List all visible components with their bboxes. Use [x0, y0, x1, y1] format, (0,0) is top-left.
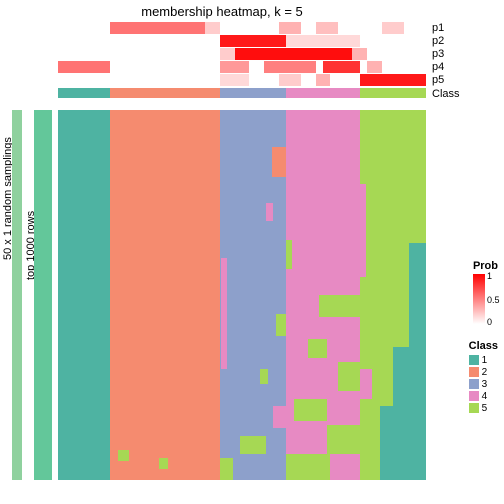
heatmap-column — [58, 110, 110, 480]
prob-legend-title: Prob — [473, 260, 498, 272]
row-label: Class — [432, 88, 460, 100]
left-bar-inner — [34, 110, 52, 480]
class-swatch: 4 — [469, 390, 498, 402]
prob-row-p2: p2 — [58, 35, 426, 47]
prob-row-p3: p3 — [58, 48, 426, 60]
chart-title: membership heatmap, k = 5 — [0, 4, 444, 19]
class-legend-title: Class — [469, 340, 498, 352]
prob-tick: 1 — [487, 272, 492, 281]
row-label: p4 — [432, 61, 444, 73]
prob-gradient: 1 0.5 0 — [473, 274, 485, 324]
row-label: p2 — [432, 35, 444, 47]
heatmap-column — [220, 110, 286, 480]
row-label: p5 — [432, 74, 444, 86]
class-swatch: 2 — [469, 366, 498, 378]
class-swatch: 3 — [469, 378, 498, 390]
prob-legend: Prob 1 0.5 0 — [473, 260, 498, 324]
class-swatch: 5 — [469, 402, 498, 414]
prob-row-p1: p1 — [58, 22, 426, 34]
class-swatch: 1 — [469, 354, 498, 366]
class-row: Class — [58, 88, 426, 98]
heatmap-column — [110, 110, 220, 480]
prob-tick: 0 — [487, 318, 492, 327]
prob-tick: 0.5 — [487, 296, 500, 305]
top-annotation-rows: p1p2p3p4p5 Class — [58, 22, 426, 98]
row-label: p1 — [432, 22, 444, 34]
heatmap-column — [360, 110, 426, 480]
class-legend: Class 12345 — [469, 340, 498, 414]
prob-row-p5: p5 — [58, 74, 426, 86]
left-bar-outer — [12, 110, 22, 480]
heatmap-column — [286, 110, 360, 480]
main-heatmap — [58, 110, 426, 480]
row-label: p3 — [432, 48, 444, 60]
prob-row-p4: p4 — [58, 61, 426, 73]
